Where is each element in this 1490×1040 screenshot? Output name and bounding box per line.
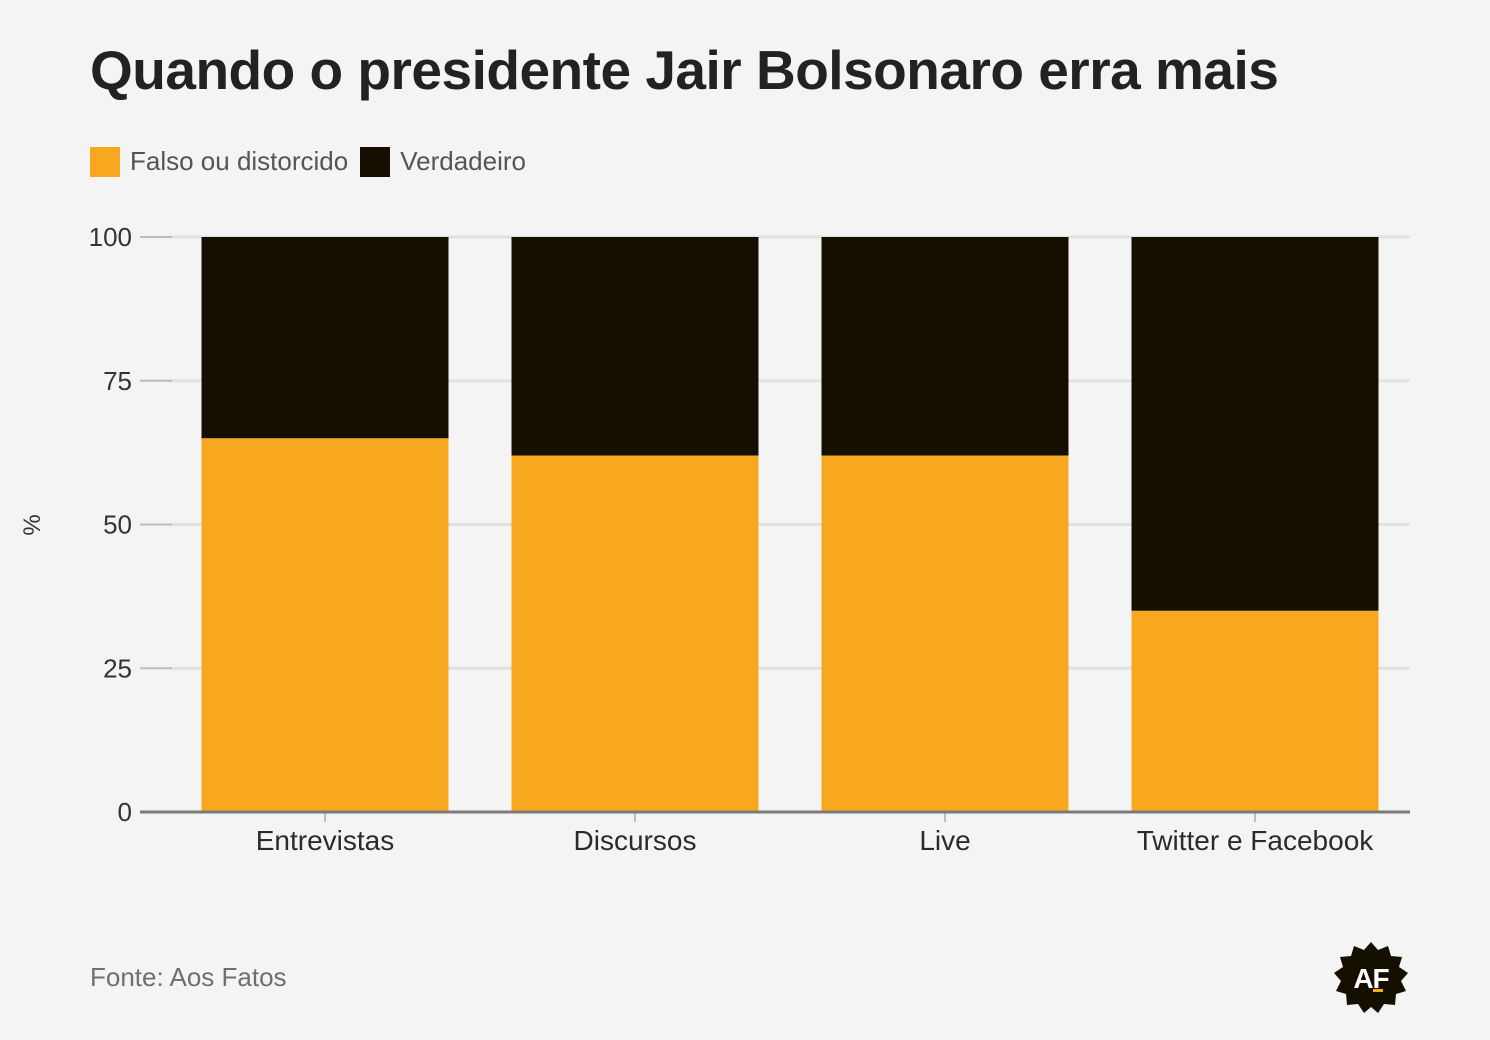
bar-falso: [201, 438, 449, 812]
bar-verdadeiro: [1131, 237, 1379, 611]
bar-verdadeiro: [821, 237, 1069, 456]
x-tick-label: Live: [919, 825, 970, 856]
legend-item-falso: Falso ou distorcido: [90, 146, 348, 177]
bar-falso: [821, 455, 1069, 812]
bar-verdadeiro: [511, 237, 759, 456]
chart-title: Quando o presidente Jair Bolsonaro erra …: [90, 39, 1279, 101]
aos-fatos-logo-icon: AF: [1332, 940, 1410, 1018]
x-tick-label: Twitter e Facebook: [1137, 825, 1375, 856]
logo-badge-star: [1334, 942, 1408, 1013]
y-tick-label: 75: [103, 366, 132, 396]
logo-text: AF: [1353, 963, 1389, 994]
legend-label-falso: Falso ou distorcido: [130, 146, 349, 176]
y-axis-label: %: [19, 514, 46, 535]
y-tick-label: 25: [103, 653, 132, 683]
y-tick-label: 100: [89, 222, 132, 252]
legend-swatch-verdadeiro: [360, 146, 391, 177]
bar-falso: [1131, 610, 1379, 812]
bar-falso: [511, 455, 759, 812]
legend-swatch-falso: [90, 146, 120, 177]
x-tick-label: Discursos: [574, 825, 697, 856]
legend-label-verdadeiro: Verdadeiro: [400, 146, 526, 176]
legend-item-verdadeiro: Verdadeiro: [360, 146, 526, 177]
stacked-bar-chart: 0 25 50 75 100% Entrevistas Discursos Live Twitt…: [19, 222, 1410, 856]
y-tick-label: 50: [103, 510, 132, 540]
logo-underline: [1373, 989, 1383, 992]
logo-badge-shape: [1334, 942, 1408, 1013]
x-tick-label: Entrevistas: [256, 825, 395, 856]
bar-verdadeiro: [201, 237, 449, 439]
legend: Falso ou distorcido Verdadeiro: [90, 146, 538, 177]
y-tick-label: 0: [118, 797, 132, 827]
source-note: Fonte: Aos Fatos: [90, 962, 287, 992]
